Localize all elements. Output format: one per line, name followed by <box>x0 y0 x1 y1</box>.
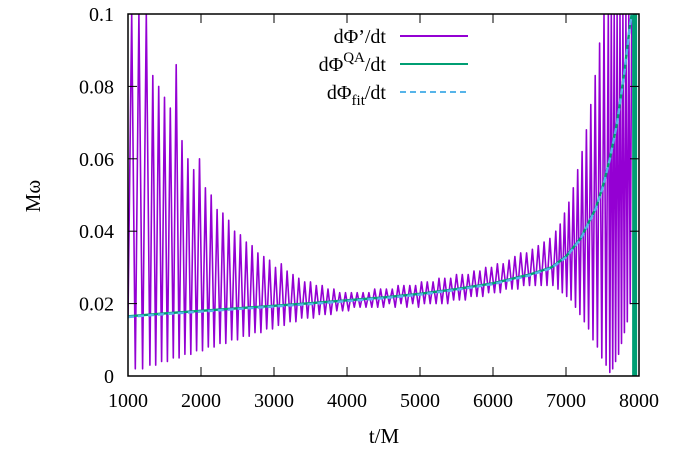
x-tick-label: 6000 <box>473 390 513 412</box>
series-layer <box>128 14 638 376</box>
y-tick-label: 0.1 <box>89 4 114 26</box>
x-tick-label: 8000 <box>619 390 659 412</box>
series-line-3 <box>128 14 633 319</box>
y-tick-label: 0.02 <box>79 294 114 316</box>
legend-label-tail: /dt <box>365 54 387 76</box>
x-tick-label: 2000 <box>181 390 221 412</box>
legend-label-base: dΦ <box>319 54 344 76</box>
x-tick-label: 5000 <box>400 390 440 412</box>
series-line-1 <box>128 14 633 374</box>
legend-label-superscript: QA <box>343 50 365 66</box>
legend-label-base: dΦ’/dt <box>334 26 387 48</box>
legend-label-2: dΦQA/dt <box>319 50 387 76</box>
legend-label-base: dΦ <box>327 82 352 104</box>
legend-label-3: dΦfit/dt <box>327 82 387 109</box>
x-axis-label: t/M <box>369 424 400 448</box>
x-tick-label: 4000 <box>327 390 367 412</box>
plot-frame <box>127 13 640 377</box>
y-tick-label: 0 <box>104 366 114 388</box>
tick-layer: 1000 2000 3000 4000 5000 6000 7000 8000 0 0.02 0.0… <box>79 4 659 412</box>
y-tick-label: 0.04 <box>79 221 114 243</box>
x-tick-label: 3000 <box>254 390 294 412</box>
x-tick-label: 7000 <box>546 390 586 412</box>
legend-label-1: dΦ’/dt <box>334 26 387 48</box>
legend-label-subscript: fit <box>352 93 366 109</box>
y-tick-label: 0.08 <box>79 76 114 98</box>
y-axis-label: Mω <box>21 180 45 213</box>
y-tick-label: 0.06 <box>79 149 114 171</box>
legend-label-tail: /dt <box>365 82 387 104</box>
x-tick-label: 1000 <box>108 390 148 412</box>
